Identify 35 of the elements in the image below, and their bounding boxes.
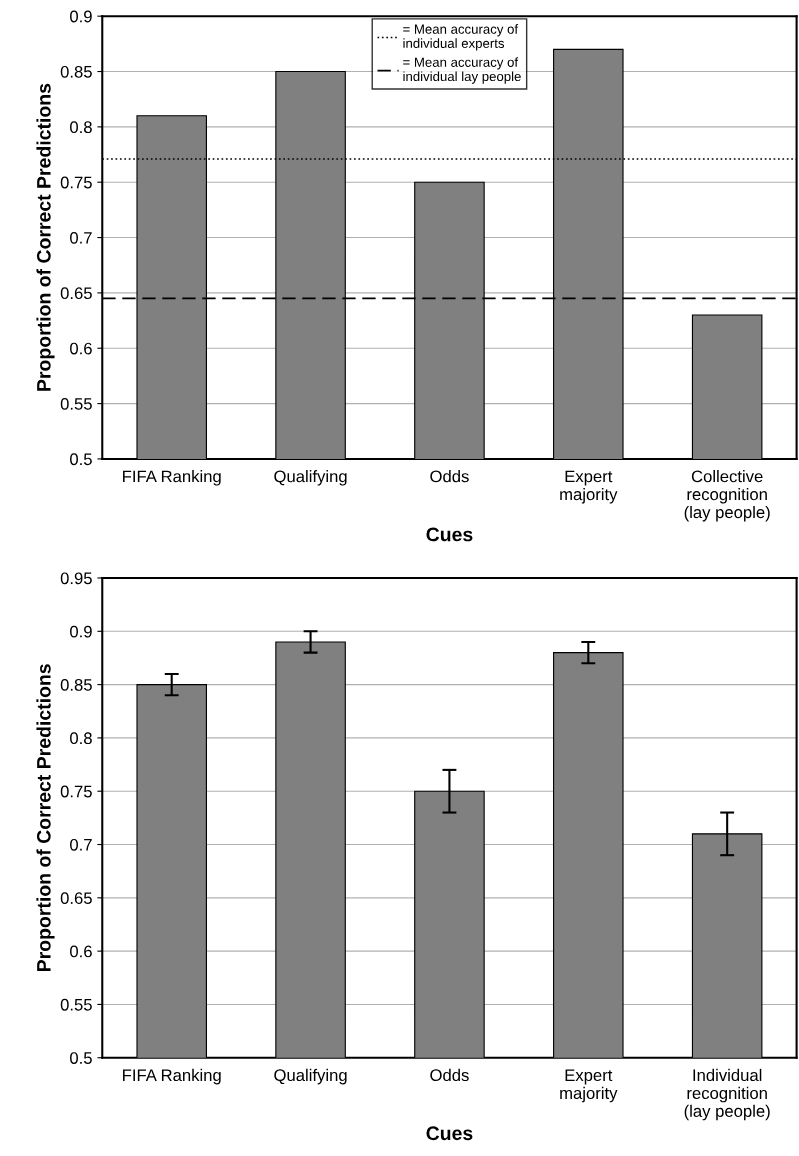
x-tick-label: Qualifying bbox=[274, 470, 347, 486]
y-tick-label: 0.6 bbox=[70, 945, 92, 958]
legend-label: = Mean accuracy of individual experts bbox=[403, 24, 519, 51]
y-tick-label: 0.65 bbox=[60, 892, 92, 905]
x-tick-label: FIFA Ranking bbox=[123, 1068, 221, 1085]
x-tick-label: Qualifying bbox=[274, 1068, 347, 1085]
y-tick-label: 0.8 bbox=[70, 121, 92, 134]
y-tick-label: 0.55 bbox=[60, 998, 92, 1011]
y-tick-label: 0.9 bbox=[70, 10, 92, 23]
y-axis-title: Proportion of Correct Predictions bbox=[36, 664, 55, 972]
y-tick-label: 0.8 bbox=[70, 732, 92, 745]
x-tick-label: FIFA Ranking bbox=[123, 470, 221, 486]
x-tick-label: Expert majority bbox=[560, 470, 618, 504]
y-tick-label: 0.5 bbox=[70, 453, 92, 466]
y-tick-label: 0.95 bbox=[60, 572, 92, 585]
y-tick-label: 0.85 bbox=[60, 65, 92, 78]
y-tick-label: 0.7 bbox=[70, 231, 92, 244]
y-tick-label: 0.5 bbox=[70, 1052, 92, 1064]
y-tick-label: 0.65 bbox=[60, 287, 92, 300]
legend-label: = Mean accuracy of individual lay people bbox=[403, 57, 521, 84]
x-axis-title: Cues bbox=[426, 1126, 473, 1141]
x-tick-label: Odds bbox=[430, 1068, 469, 1082]
x-tick-label: Odds bbox=[430, 470, 469, 483]
x-tick-label: Expert majority bbox=[560, 1069, 618, 1103]
y-tick-label: 0.75 bbox=[60, 785, 92, 798]
y-tick-label: 0.55 bbox=[60, 397, 92, 410]
x-tick-label: Individual recognition (lay people) bbox=[684, 1068, 770, 1121]
y-tick-label: 0.6 bbox=[70, 342, 92, 355]
y-tick-label: 0.7 bbox=[70, 838, 92, 851]
y-tick-label: 0.9 bbox=[70, 625, 92, 638]
y-tick-label: 0.75 bbox=[60, 176, 92, 189]
y-axis-title: Proportion of Correct Predictions bbox=[36, 83, 55, 391]
x-tick-label: Collective recognition (lay people) bbox=[684, 470, 770, 522]
y-tick-label: 0.85 bbox=[60, 679, 92, 691]
x-axis-title: Cues bbox=[426, 527, 473, 542]
